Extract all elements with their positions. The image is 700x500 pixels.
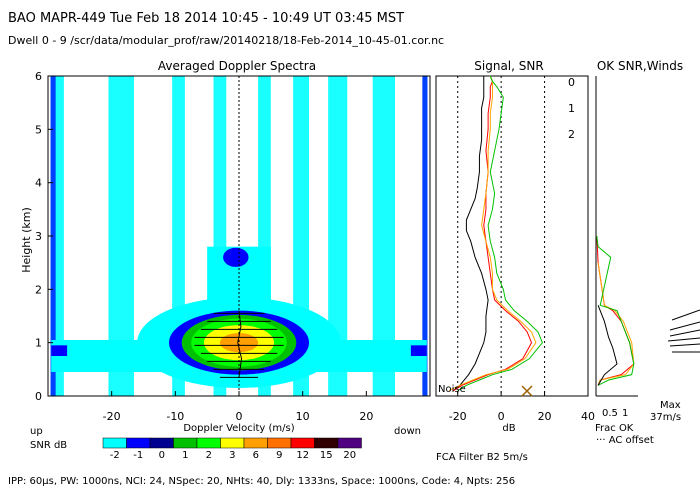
- snr-legend-entry: 1: [568, 102, 575, 115]
- colorbar-label: SNR dB: [30, 440, 67, 451]
- spectra-ytick-label: 2: [35, 283, 42, 296]
- spectra-xtick-label: 10: [296, 410, 310, 423]
- colorbar-tick-label: -2: [110, 450, 120, 461]
- spectra-xtick-label: 0: [236, 410, 243, 423]
- marker-x-stroke-2: [521, 385, 533, 397]
- spectra-ytick-label: 1: [35, 337, 42, 350]
- snr-profiles: [448, 75, 543, 392]
- snr-series-line: [453, 75, 533, 392]
- ok-title: OK SNR,Winds: [597, 59, 683, 73]
- spectra-low-band-edge: [51, 345, 68, 356]
- spectra-ytick-label: 4: [35, 177, 42, 190]
- ok-series-line: [597, 262, 635, 386]
- colorbar-down-label: down: [394, 426, 421, 437]
- colorbar-swatch: [220, 437, 245, 449]
- spectra-xtick-label: 20: [359, 410, 373, 423]
- colorbar-swatch: [243, 437, 268, 449]
- ac-offset-note: ··· AC offset: [596, 435, 654, 446]
- colorbar: -2 -1 0 1 2 3 6 9 12 15 20: [102, 437, 362, 461]
- snr-xtick-label: 20: [538, 410, 552, 423]
- colorbar-tick-label: -1: [133, 450, 143, 461]
- wind-barb: [669, 321, 700, 331]
- spectra-xlabel: Doppler Velocity (m/s): [183, 423, 294, 434]
- spectra-dc-band: [50, 76, 56, 396]
- snr-axes: -20 0 20 40: [449, 391, 595, 423]
- colorbar-swatch: [173, 437, 198, 449]
- snr-title: Signal, SNR: [474, 59, 543, 73]
- ok-tick-05: 0.5: [602, 408, 618, 419]
- colorbar-tick-label: 20: [343, 450, 356, 461]
- colorbar-swatch: [149, 437, 174, 449]
- wind-barb: [669, 343, 700, 347]
- spectra-mean-velocity: [237, 310, 243, 378]
- colorbar-swatch: [314, 437, 339, 449]
- ok-series-line: [597, 305, 618, 386]
- spectra-title: Averaged Doppler Spectra: [158, 59, 316, 73]
- ok-series-line: [596, 235, 635, 386]
- filter-label: FCA Filter B2 5m/s: [436, 452, 528, 463]
- colorbar-swatch: [290, 437, 315, 449]
- spectra-low-band-edge: [410, 345, 427, 356]
- snr-frame: [435, 75, 589, 397]
- colorbar-up-label: up: [30, 426, 43, 437]
- colorbar-tick-label: 0: [159, 450, 165, 461]
- snr-legend: 0 1 2: [568, 76, 575, 141]
- spectra-panel: [47, 75, 431, 397]
- spectra-xtick-label: -10: [166, 410, 184, 423]
- wind-barb: [667, 337, 700, 342]
- colorbar-swatch: [126, 437, 151, 449]
- header-line1: BAO MAPR-449 Tue Feb 18 2014 10:45 - 10:…: [8, 11, 404, 26]
- spectra-ytick-label: 6: [35, 70, 42, 83]
- snr-xtick-label: 40: [581, 410, 595, 423]
- colorbar-swatch: [267, 437, 292, 449]
- snr-xtick-label: -20: [449, 410, 467, 423]
- wind-barb: [671, 309, 700, 321]
- noise-label: Noise: [438, 384, 466, 395]
- colorbar-swatch: [102, 437, 127, 449]
- spectra-noise-band: [372, 76, 395, 396]
- colorbar-tick-label: 6: [253, 450, 259, 461]
- snr-legend-entry: 0: [568, 76, 575, 89]
- colorbar-tick-label: 15: [320, 450, 333, 461]
- snr-series-line: [448, 75, 537, 392]
- snr-xlabel: dB: [502, 423, 515, 434]
- wind-barb: [669, 329, 700, 337]
- spectra-ytick-label: 0: [35, 390, 42, 403]
- snr-guide-lines: [457, 76, 546, 396]
- max-value: 37m/s: [650, 412, 681, 423]
- footer-params: IPP: 60μs, PW: 1000ns, NCI: 24, NSpec: 2…: [8, 476, 515, 487]
- snr-legend-entry: 2: [568, 128, 575, 141]
- snr-xtick-label: 0: [498, 410, 505, 423]
- snr-series-line: [453, 76, 489, 392]
- max-label: Max: [660, 400, 681, 411]
- snr-series-line: [457, 75, 543, 392]
- spectra-noise-band: [328, 76, 348, 396]
- spectra-xtick-label: -20: [103, 410, 121, 423]
- spectra-axes: -20 -10 0 10 20 0 1 2 3 4 5 6: [35, 70, 373, 423]
- spectra-upper-echo-core: [223, 247, 249, 267]
- spectra-echo-contour: [219, 333, 259, 353]
- colorbar-tick-label: 12: [296, 450, 309, 461]
- colorbar-tick-label: 9: [276, 450, 282, 461]
- colorbar-swatch: [337, 437, 362, 449]
- colorbar-tick-label: 1: [182, 450, 188, 461]
- colorbar-tick-label: 2: [206, 450, 212, 461]
- wind-barbs: [667, 309, 700, 353]
- spectra-heatmap: [50, 76, 428, 396]
- ok-xlabel: Frac OK: [595, 423, 634, 434]
- spectra-dc-band: [422, 76, 428, 396]
- header-line2: Dwell 0 - 9 /scr/data/modular_prof/raw/2…: [8, 34, 444, 47]
- marker-x: [521, 385, 533, 397]
- colorbar-swatch: [196, 437, 221, 449]
- spectra-ytick-label: 5: [35, 123, 42, 136]
- colorbar-tick-label: 3: [229, 450, 235, 461]
- ok-profiles: [596, 235, 635, 386]
- spectra-ylabel: Height (km): [20, 207, 33, 273]
- ok-tick-1: 1: [622, 408, 628, 419]
- spectra-ytick-label: 3: [35, 230, 42, 243]
